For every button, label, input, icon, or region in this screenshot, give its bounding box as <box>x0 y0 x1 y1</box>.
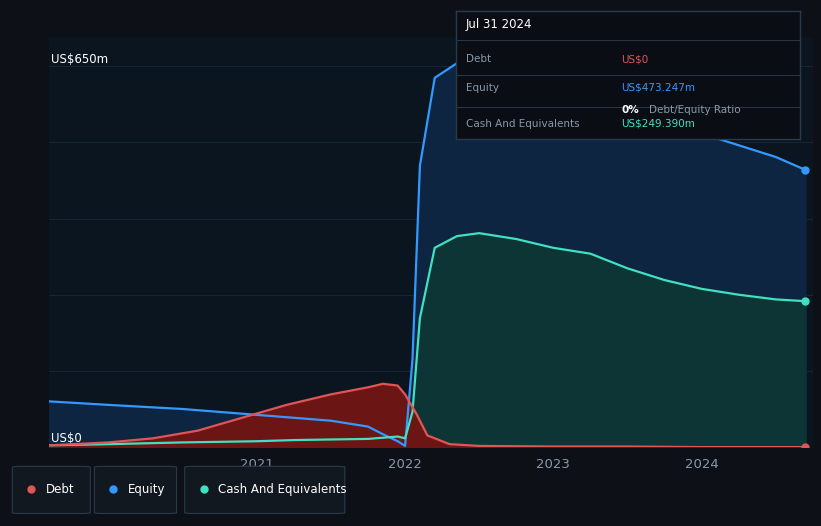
Text: US$249.390m: US$249.390m <box>621 119 695 129</box>
Text: 0%: 0% <box>621 105 639 115</box>
Text: US$650m: US$650m <box>51 53 108 66</box>
Text: Jul 31 2024: Jul 31 2024 <box>466 18 533 31</box>
FancyBboxPatch shape <box>12 467 90 513</box>
Text: Debt: Debt <box>466 55 491 65</box>
FancyBboxPatch shape <box>94 467 177 513</box>
Text: US$0: US$0 <box>51 432 81 445</box>
Text: Debt: Debt <box>46 483 75 495</box>
Text: Equity: Equity <box>466 83 499 93</box>
Text: Cash And Equivalents: Cash And Equivalents <box>466 119 580 129</box>
Text: Cash And Equivalents: Cash And Equivalents <box>218 483 347 495</box>
FancyBboxPatch shape <box>185 467 345 513</box>
Text: US$0: US$0 <box>621 55 649 65</box>
Text: US$473.247m: US$473.247m <box>621 83 695 93</box>
Text: Debt/Equity Ratio: Debt/Equity Ratio <box>649 105 741 115</box>
Text: Equity: Equity <box>128 483 166 495</box>
